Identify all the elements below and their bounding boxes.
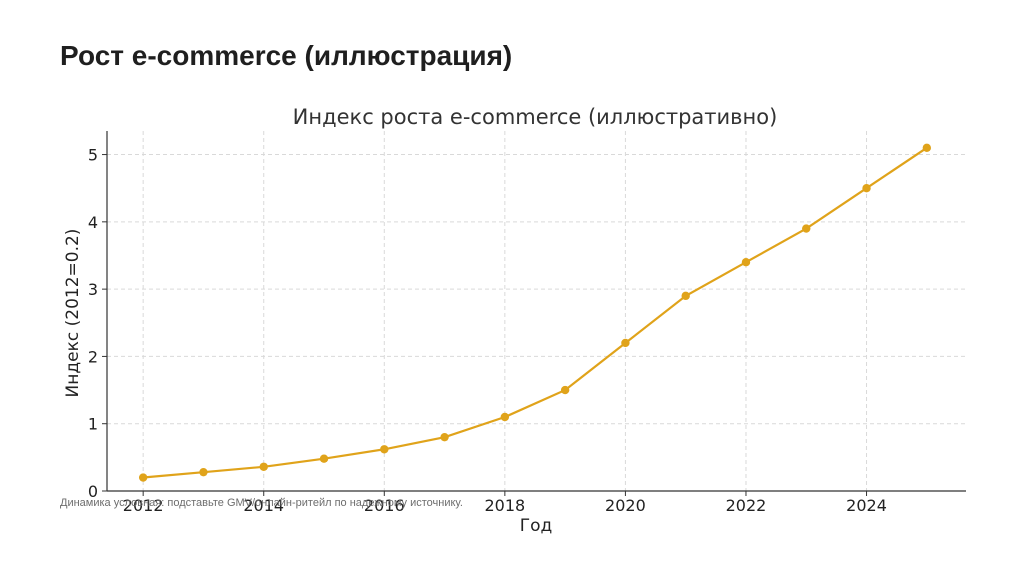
data-point <box>681 291 690 301</box>
data-point <box>259 462 268 471</box>
data-point <box>319 454 329 463</box>
y-tick-label: 4 <box>88 213 98 232</box>
slide-title: Рост e-commerce (иллюстрация) <box>60 40 513 71</box>
x-tick-label: 2020 <box>605 496 646 515</box>
data-point <box>560 385 570 395</box>
x-tick-label: 2016 <box>364 496 405 515</box>
chart-title: Индекс роста e-commerce (иллюстративно) <box>293 105 778 129</box>
x-tick-label: 2014 <box>243 496 284 515</box>
x-axis-label: Год <box>520 516 553 536</box>
data-point <box>862 183 871 193</box>
x-tick-label: 2012 <box>123 496 164 515</box>
y-tick-label: 5 <box>88 146 98 165</box>
data-point <box>199 467 208 477</box>
grid <box>107 131 966 492</box>
y-axis-label: Индекс (2012=0.2) <box>63 229 83 398</box>
x-tick-label: 2018 <box>484 496 525 515</box>
y-tick-label: 1 <box>88 415 98 434</box>
data-point <box>922 143 932 153</box>
caption: Динамика условная: подставьте GMV/онлайн… <box>60 497 463 509</box>
data-point <box>380 445 389 454</box>
data-point <box>741 258 751 267</box>
data-point <box>138 473 148 482</box>
y-tick-label: 2 <box>88 347 98 366</box>
data-point <box>500 412 510 422</box>
data-point <box>802 224 811 233</box>
x-tick-label: 2022 <box>726 496 767 515</box>
data-point <box>621 338 630 348</box>
series <box>138 143 932 482</box>
x-tick-label: 2024 <box>846 496 887 515</box>
data-point <box>440 432 449 442</box>
axes: 0 1 2 3 4 5 2012 2014 2016 2018 2020 2022 2024 <box>88 131 966 515</box>
y-tick-label: 0 <box>88 482 98 501</box>
series-line <box>143 146 928 479</box>
y-tick-label: 3 <box>88 280 98 299</box>
